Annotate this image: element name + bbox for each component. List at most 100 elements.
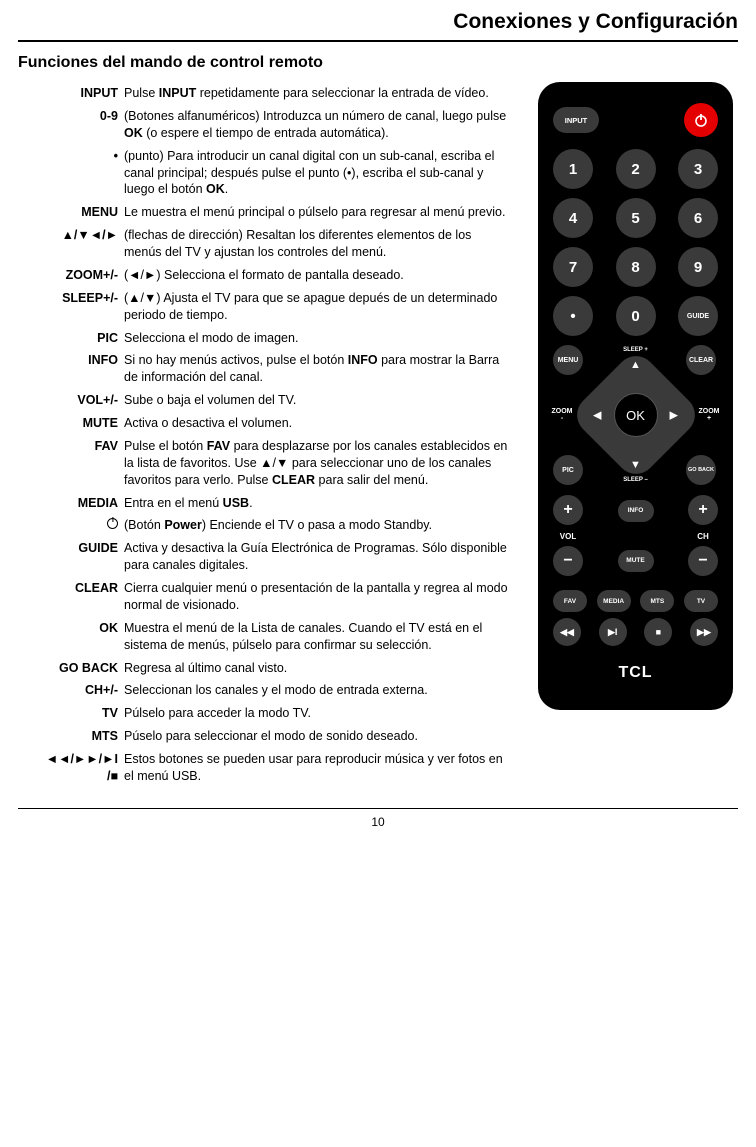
function-label: CLEAR	[44, 577, 124, 617]
function-description: (◄/►) Selecciona el formato de pantalla …	[124, 264, 518, 287]
function-label: FAV	[44, 435, 124, 492]
zoom-plus-label: ZOOM +	[696, 408, 722, 422]
remote-column: INPUT 123 456 789 • 0 GUIDE MENU CLEAR PIC GO…	[538, 82, 738, 788]
sleep-plus-label: SLEEP +	[623, 347, 648, 353]
power-icon	[107, 518, 118, 529]
function-description: Activa o desactiva el volumen.	[124, 412, 518, 435]
function-label: ZOOM+/-	[44, 264, 124, 287]
rewind-button[interactable]: ◀◀	[553, 618, 581, 646]
pic-button[interactable]: PIC	[553, 455, 585, 485]
vol-label: VOL	[560, 532, 576, 541]
zoom-minus-label: ZOOM -	[549, 408, 575, 422]
function-label: VOL+/-	[44, 389, 124, 412]
forward-button[interactable]: ▶▶	[690, 618, 718, 646]
function-label: MUTE	[44, 412, 124, 435]
function-label: MEDIA	[44, 492, 124, 515]
tv-button[interactable]: TV	[684, 590, 718, 612]
function-label: •	[44, 145, 124, 202]
function-description: (Botones alfanuméricos) Introduzca un nú…	[124, 105, 518, 145]
num-3-button[interactable]: 3	[678, 149, 718, 189]
function-description: Pulse INPUT repetidamente para seleccion…	[124, 82, 518, 105]
volume-rocker[interactable]: + VOL −	[553, 495, 583, 576]
page-heading: Funciones del mando de control remoto	[18, 54, 738, 72]
channel-rocker[interactable]: + CH −	[688, 495, 718, 576]
function-label: MTS	[44, 725, 124, 748]
function-label: GO BACK	[44, 657, 124, 680]
function-description: Le muestra el menú principal o púlselo p…	[124, 201, 518, 224]
function-label: INPUT	[44, 82, 124, 105]
function-label: ▲/▼◄/►	[44, 224, 124, 264]
function-label: GUIDE	[44, 537, 124, 577]
function-description: Púselo para seleccionar el modo de sonid…	[124, 725, 518, 748]
brand-logo: TCL	[553, 664, 718, 682]
input-button[interactable]: INPUT	[553, 107, 599, 133]
arrow-right-icon[interactable]: ▶	[670, 409, 678, 422]
clear-button[interactable]: CLEAR	[686, 345, 718, 375]
num-4-button[interactable]: 4	[553, 198, 593, 238]
num-6-button[interactable]: 6	[678, 198, 718, 238]
function-description: Regresa al último canal visto.	[124, 657, 518, 680]
dpad-area: MENU CLEAR PIC GO BACK ZOOM - ZOOM + SLE…	[553, 345, 718, 485]
power-button[interactable]	[684, 103, 718, 137]
function-label: 0-9	[44, 105, 124, 145]
function-description: Cierra cualquier menú o presentación de …	[124, 577, 518, 617]
function-label: CH+/-	[44, 679, 124, 702]
section-title: Conexiones y Configuración	[18, 10, 738, 40]
function-description: Entra en el menú USB.	[124, 492, 518, 515]
divider-top	[18, 40, 738, 42]
fav-button[interactable]: FAV	[553, 590, 587, 612]
function-description: (punto) Para introducir un canal digital…	[124, 145, 518, 202]
info-button[interactable]: INFO	[618, 500, 654, 522]
function-description: (▲/▼) Ajusta el TV para que se apague de…	[124, 287, 518, 327]
arrow-left-icon[interactable]: ◀	[593, 409, 601, 422]
num-•-button[interactable]: •	[553, 296, 593, 336]
function-description: Estos botones se pueden usar para reprod…	[124, 748, 518, 788]
remote-control: INPUT 123 456 789 • 0 GUIDE MENU CLEAR PIC GO…	[538, 82, 733, 710]
function-label: PIC	[44, 327, 124, 350]
num-5-button[interactable]: 5	[616, 198, 656, 238]
arrow-down-icon[interactable]: ▼	[630, 459, 641, 471]
function-description: Selecciona el modo de imagen.	[124, 327, 518, 350]
function-label: MENU	[44, 201, 124, 224]
function-label: TV	[44, 702, 124, 725]
stop-button[interactable]: ■	[644, 618, 672, 646]
number-pad: 123 456 789 • 0 GUIDE	[553, 149, 718, 336]
sleep-minus-label: SLEEP –	[623, 477, 648, 483]
page-number: 10	[18, 815, 738, 829]
num-9-button[interactable]: 9	[678, 247, 718, 287]
content-columns: INPUTPulse INPUT repetidamente para sele…	[18, 82, 738, 788]
ch-down-button[interactable]: −	[688, 546, 718, 576]
ok-button[interactable]: OK	[614, 393, 658, 437]
num-0-button[interactable]: 0	[616, 296, 656, 336]
num-1-button[interactable]: 1	[553, 149, 593, 189]
arrow-up-icon[interactable]: ▲	[630, 359, 641, 371]
function-description: Pulse el botón FAV para desplazarse por …	[124, 435, 518, 492]
function-description: Muestra el menú de la Lista de canales. …	[124, 617, 518, 657]
guide-button[interactable]: GUIDE	[678, 296, 718, 336]
mute-button[interactable]: MUTE	[618, 550, 654, 572]
ch-label: CH	[697, 532, 709, 541]
function-description: (Botón Power) Enciende el TV o pasa a mo…	[124, 514, 518, 537]
media-button[interactable]: MEDIA	[597, 590, 631, 612]
function-description: Sube o baja el volumen del TV.	[124, 389, 518, 412]
goback-button[interactable]: GO BACK	[686, 455, 718, 485]
function-description: Activa y desactiva la Guía Electrónica d…	[124, 537, 518, 577]
divider-bottom	[18, 808, 738, 809]
function-label	[44, 514, 124, 537]
function-description: (flechas de dirección) Resaltan los dife…	[124, 224, 518, 264]
playpause-button[interactable]: ▶I	[599, 618, 627, 646]
num-7-button[interactable]: 7	[553, 247, 593, 287]
vol-down-button[interactable]: −	[553, 546, 583, 576]
vol-up-button[interactable]: +	[553, 495, 583, 525]
function-description: Púlselo para acceder la modo TV.	[124, 702, 518, 725]
menu-button[interactable]: MENU	[553, 345, 585, 375]
mts-button[interactable]: MTS	[640, 590, 674, 612]
function-label: ◄◄/►►/►I /■	[44, 748, 124, 788]
power-icon	[693, 112, 709, 128]
num-8-button[interactable]: 8	[616, 247, 656, 287]
num-2-button[interactable]: 2	[616, 149, 656, 189]
function-label: INFO	[44, 349, 124, 389]
function-description: Seleccionan los canales y el modo de ent…	[124, 679, 518, 702]
ch-up-button[interactable]: +	[688, 495, 718, 525]
function-label: SLEEP+/-	[44, 287, 124, 327]
